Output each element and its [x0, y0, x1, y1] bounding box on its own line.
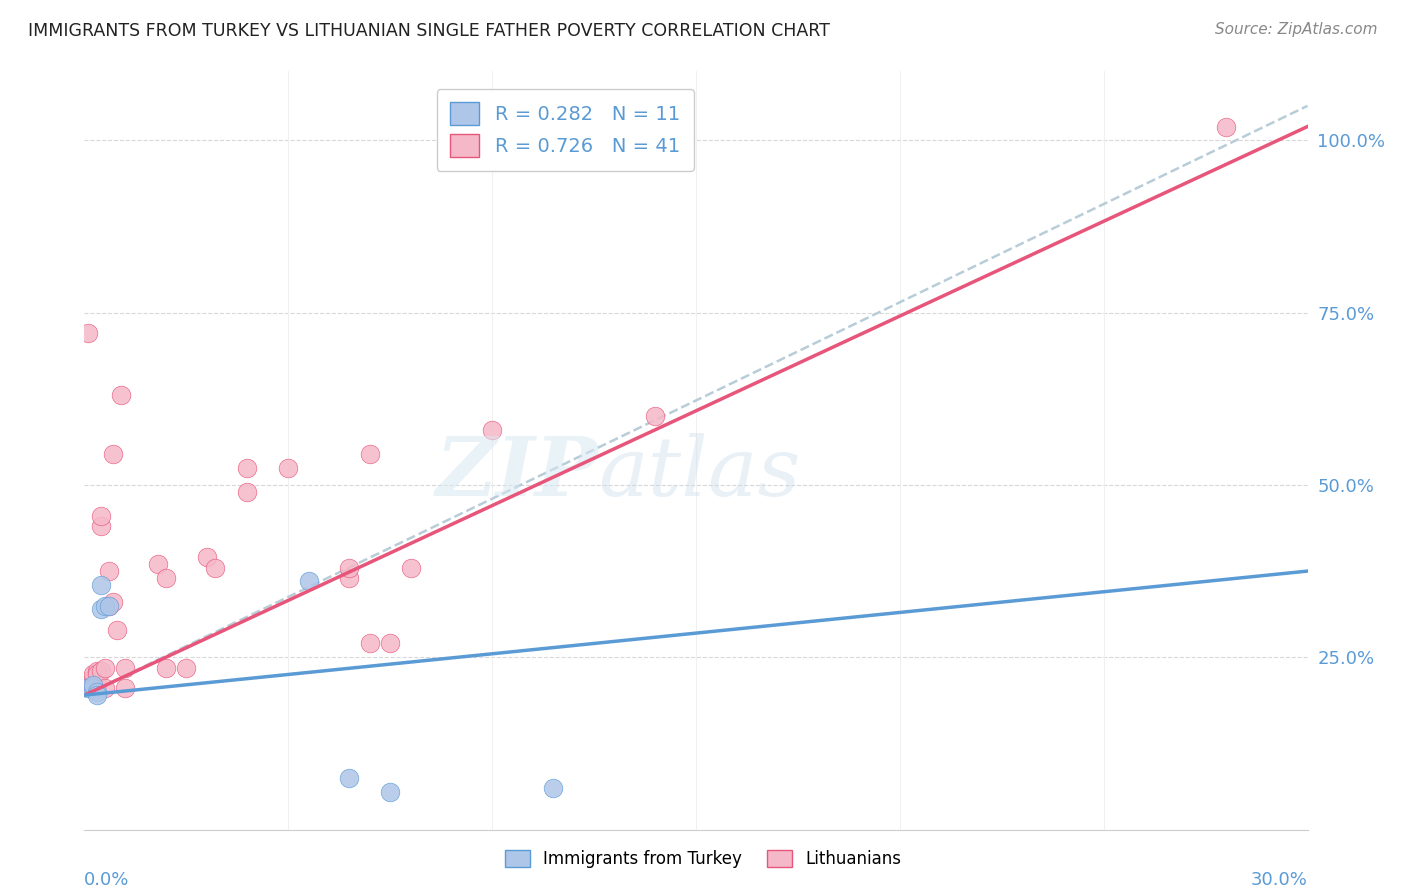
Point	[105, 623, 128, 637]
Text: ZIP: ZIP	[436, 434, 598, 513]
Legend: R = 0.282   N = 11, R = 0.726   N = 41: R = 0.282 N = 11, R = 0.726 N = 41	[437, 88, 693, 170]
Point	[146, 557, 169, 572]
Point	[236, 460, 259, 475]
Point	[86, 684, 108, 698]
Point	[77, 326, 100, 341]
Point	[82, 681, 104, 696]
Point	[93, 599, 115, 613]
Point	[90, 519, 112, 533]
Point	[90, 602, 112, 616]
Text: atlas: atlas	[598, 434, 800, 513]
Point	[93, 660, 115, 674]
Point	[77, 674, 100, 689]
Point	[86, 664, 108, 678]
Point	[155, 571, 177, 585]
Point	[339, 560, 361, 574]
Point	[339, 571, 361, 585]
Point	[82, 674, 104, 689]
Point	[644, 409, 666, 423]
Point	[82, 678, 104, 692]
Point	[380, 636, 402, 650]
Text: IMMIGRANTS FROM TURKEY VS LITHUANIAN SINGLE FATHER POVERTY CORRELATION CHART: IMMIGRANTS FROM TURKEY VS LITHUANIAN SIN…	[28, 22, 830, 40]
Point	[174, 660, 197, 674]
Point	[77, 678, 100, 692]
Point	[380, 785, 402, 799]
Point	[359, 636, 381, 650]
Point	[82, 681, 104, 696]
Point	[110, 388, 132, 402]
Point	[543, 781, 565, 796]
Point	[90, 508, 112, 523]
Point	[481, 423, 503, 437]
Point	[77, 681, 100, 696]
Point	[114, 660, 136, 674]
Point	[195, 550, 218, 565]
Point	[359, 447, 381, 461]
Point	[1215, 120, 1237, 134]
Point	[339, 771, 361, 785]
Point	[114, 681, 136, 696]
Text: Source: ZipAtlas.com: Source: ZipAtlas.com	[1215, 22, 1378, 37]
Point	[204, 560, 226, 574]
Point	[101, 595, 124, 609]
Point	[155, 660, 177, 674]
Point	[101, 447, 124, 461]
Point	[86, 678, 108, 692]
Point	[93, 681, 115, 696]
Point	[399, 560, 422, 574]
Text: 30.0%: 30.0%	[1251, 871, 1308, 889]
Text: 0.0%: 0.0%	[84, 871, 129, 889]
Point	[97, 599, 120, 613]
Point	[86, 688, 108, 702]
Point	[277, 460, 299, 475]
Point	[97, 599, 120, 613]
Legend: Immigrants from Turkey, Lithuanians: Immigrants from Turkey, Lithuanians	[498, 843, 908, 875]
Point	[97, 564, 120, 578]
Point	[90, 664, 112, 678]
Point	[298, 574, 321, 589]
Point	[82, 681, 104, 696]
Point	[90, 578, 112, 592]
Point	[82, 667, 104, 681]
Point	[236, 484, 259, 499]
Point	[86, 667, 108, 681]
